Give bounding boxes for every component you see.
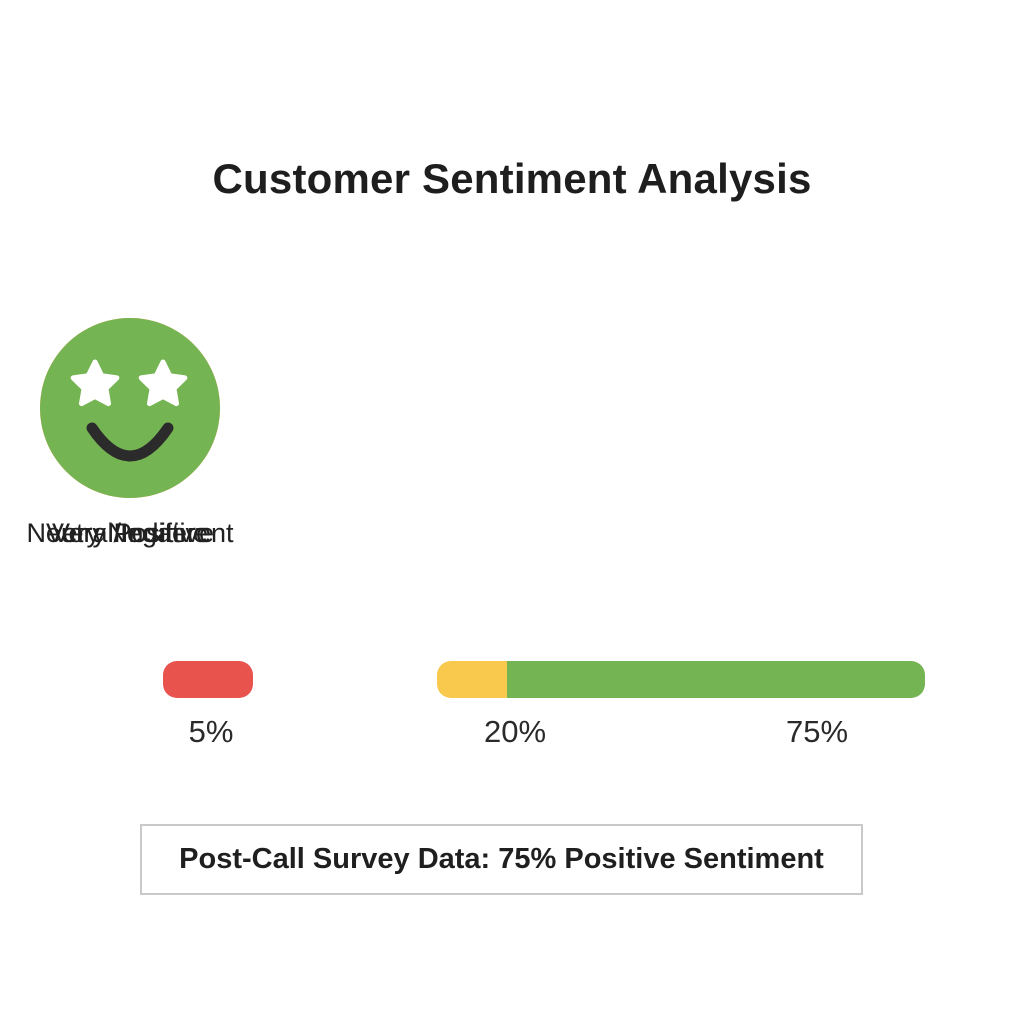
bar-neutral-positive [437, 661, 925, 698]
value-label-positive: 75% [785, 714, 849, 749]
bar-segment-positive [507, 661, 925, 698]
left-star-eye-icon [70, 359, 120, 407]
right-star-eye-icon [138, 359, 188, 407]
star-eyes-face-icon [40, 318, 220, 498]
bar-negative [163, 661, 253, 698]
sentiment-col-positive: Very Positive [0, 318, 260, 549]
sentiment-label-neutral: Neutral/Indiferent [26, 518, 234, 548]
value-label-negative: 5% [188, 714, 234, 749]
page-title: Customer Sentiment Analysis [212, 155, 812, 202]
smile-mouth [86, 422, 174, 462]
summary-box: Post-Call Survey Data: 75% Positive Sent… [140, 824, 863, 895]
summary-text: Post-Call Survey Data: 75% Positive Sent… [179, 843, 824, 875]
bar-segment-neutral [437, 661, 507, 698]
sentiment-label-positive: Very Positive [51, 518, 209, 548]
value-label-neutral: 20% [483, 714, 547, 749]
sentiment-label-negative: Very Negative [45, 518, 215, 548]
